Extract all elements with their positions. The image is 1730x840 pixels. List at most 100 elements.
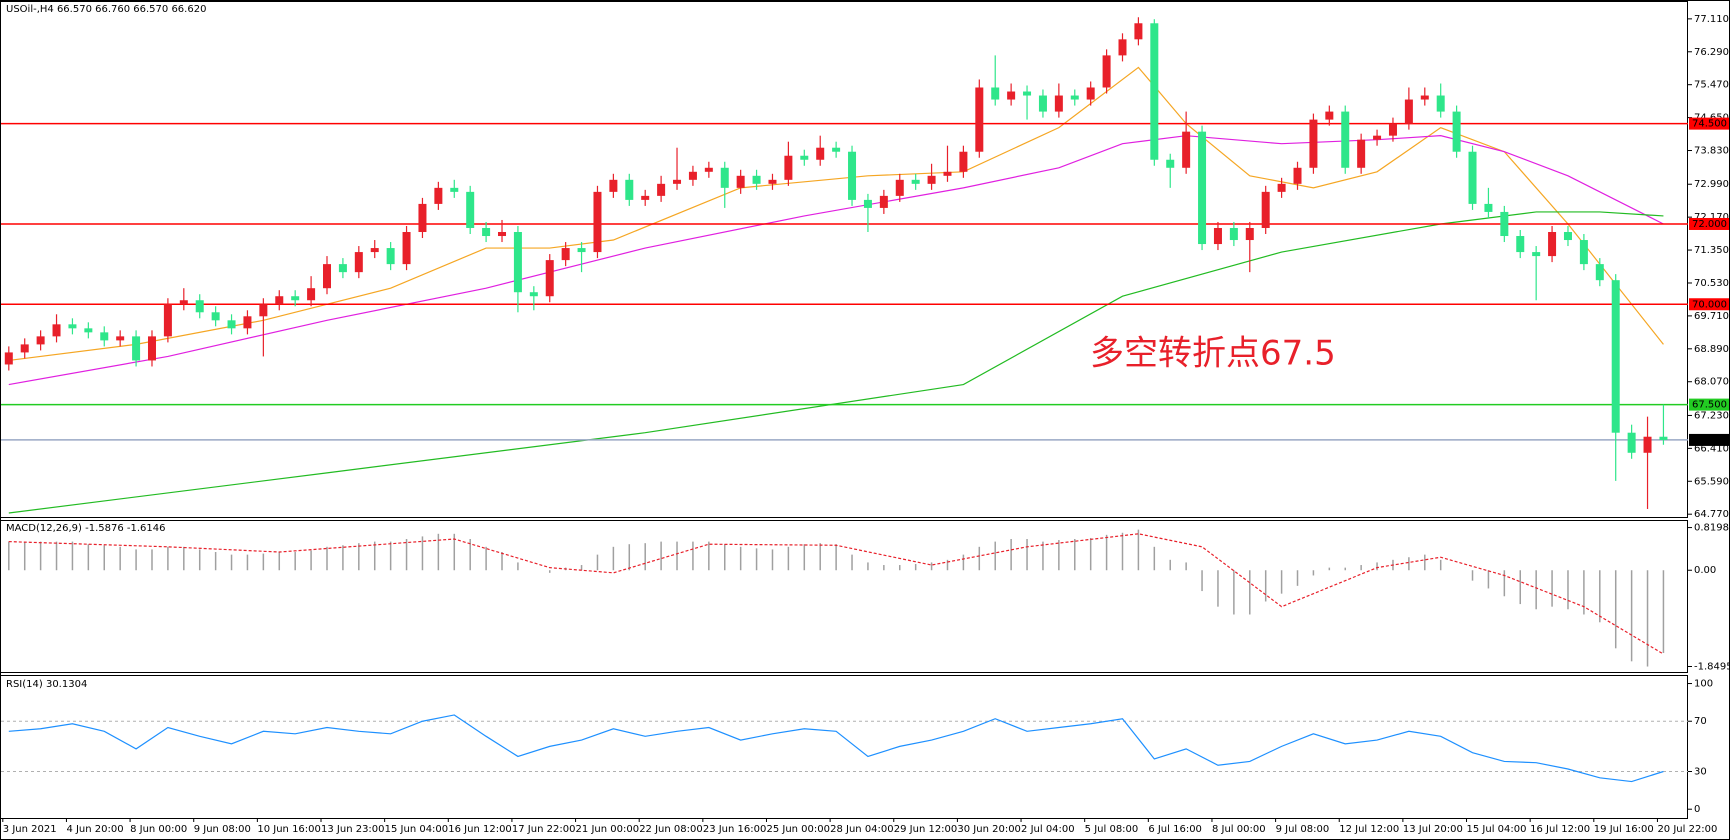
- y-tick-label: 100: [1694, 679, 1713, 690]
- candle-body: [147, 336, 156, 361]
- candle-body: [1229, 227, 1238, 241]
- x-tick-label: 4 Jun 20:00: [66, 824, 123, 835]
- candle-body: [1213, 227, 1222, 245]
- candle-body: [1388, 123, 1397, 136]
- candle-body: [959, 151, 968, 172]
- candle-body: [800, 155, 809, 160]
- y-tick-label: 64.770: [1694, 509, 1729, 520]
- candle-body: [84, 328, 93, 333]
- candle-body: [323, 264, 331, 289]
- level-label: 70.000: [1692, 299, 1727, 310]
- candle-body: [1134, 23, 1143, 40]
- candle-body: [1102, 55, 1111, 88]
- x-tick-label: 15 Jul 04:00: [1467, 824, 1527, 835]
- candle-body: [673, 179, 682, 184]
- candle-body: [1245, 227, 1254, 241]
- x-tick-label: 23 Jun 16:00: [703, 824, 767, 835]
- x-tick-label: 13 Jul 20:00: [1403, 824, 1463, 835]
- x-tick-label: 10 Jun 16:00: [257, 824, 321, 835]
- candle-body: [641, 195, 650, 200]
- annotation: 多空转折点67.5: [1090, 334, 1336, 374]
- main-panel: [0, 1, 1688, 518]
- level-label: 67.500: [1692, 400, 1727, 411]
- x-tick-label: 16 Jul 12:00: [1530, 824, 1590, 835]
- candle-body: [291, 296, 300, 301]
- candle-body: [1452, 111, 1461, 152]
- level-box: [1689, 433, 1729, 446]
- candle-body: [4, 352, 13, 365]
- y-tick-label: 30: [1694, 767, 1707, 778]
- candle-body: [1182, 131, 1191, 168]
- candle-body: [688, 171, 697, 180]
- candle-body: [1341, 111, 1350, 168]
- candle-body: [768, 179, 777, 184]
- x-tick-label: 21 Jun 00:00: [576, 824, 640, 835]
- candle-body: [36, 336, 45, 345]
- candle-body: [1484, 203, 1493, 212]
- x-tick-label: 8 Jun 00:00: [130, 824, 187, 835]
- x-tick-label: 15 Jun 04:00: [385, 824, 449, 835]
- candle-body: [1150, 23, 1159, 160]
- x-tick-label: 25 Jun 00:00: [766, 824, 830, 835]
- candle-body: [20, 344, 29, 353]
- x-tick-label: 22 Jun 08:00: [639, 824, 703, 835]
- x-tick-label: 16 Jun 12:00: [448, 824, 512, 835]
- x-tick-label: 3 Jun 2021: [3, 824, 57, 835]
- x-tick-label: 12 Jul 12:00: [1339, 824, 1399, 835]
- candle-body: [179, 300, 188, 305]
- y-tick-label: 69.710: [1694, 311, 1729, 322]
- y-tick-label: 70: [1694, 716, 1707, 727]
- candle-body: [975, 87, 984, 152]
- candle-body: [1007, 91, 1016, 100]
- candle-body: [943, 171, 952, 176]
- candle-body: [1532, 252, 1541, 257]
- candle-body: [1579, 240, 1588, 265]
- candle-body: [1325, 111, 1334, 120]
- candle-body: [52, 324, 61, 337]
- candle-body: [195, 300, 204, 313]
- level-label: 74.500: [1692, 119, 1727, 130]
- candle-body: [1516, 236, 1525, 253]
- candle-body: [1309, 119, 1318, 168]
- level-box: [1689, 298, 1729, 311]
- candle-body: [895, 179, 904, 196]
- candle-body: [1293, 167, 1302, 184]
- candle-body: [863, 199, 872, 208]
- candle-body: [100, 332, 109, 341]
- candle-body: [1500, 211, 1509, 237]
- y-tick-label: 65.590: [1694, 476, 1729, 487]
- candle-body: [418, 203, 427, 233]
- y-tick-label: 72.170: [1694, 212, 1729, 223]
- candle-body: [1436, 95, 1445, 112]
- x-tick-label: 19 Jul 16:00: [1594, 824, 1654, 835]
- candle-body: [1070, 95, 1079, 100]
- candle-body: [911, 179, 920, 184]
- candle-body: [1357, 139, 1366, 168]
- y-tick-label: 73.830: [1694, 146, 1729, 157]
- x-tick-label: 30 Jun 20:00: [957, 824, 1021, 835]
- candle-body: [625, 179, 634, 200]
- x-tick-label: 28 Jun 04:00: [830, 824, 894, 835]
- level-box: [1689, 117, 1729, 130]
- candle-body: [163, 304, 172, 337]
- candle-body: [1659, 436, 1668, 440]
- candle-body: [1404, 99, 1413, 124]
- x-tick-label: 9 Jun 08:00: [194, 824, 251, 835]
- candle-body: [211, 312, 220, 321]
- candle-body: [545, 260, 554, 297]
- macd-label: MACD(12,26,9) -1.5876 -1.6146: [6, 523, 166, 534]
- signal-line: [8, 533, 1664, 655]
- x-tick-label: 2 Jul 04:00: [1021, 824, 1075, 835]
- candle-body: [1118, 39, 1127, 56]
- x-tick-label: 13 Jun 23:00: [321, 824, 385, 835]
- moving-average: [8, 66, 1664, 362]
- candle-body: [227, 320, 236, 329]
- y-tick-label: -1.8495: [1694, 662, 1730, 673]
- candle-body: [1261, 191, 1270, 228]
- candle-body: [1166, 159, 1175, 168]
- chart-header: USOil-,H4 66.570 66.760 66.570 66.620: [6, 4, 206, 15]
- y-tick-label: 67.230: [1694, 410, 1729, 421]
- candle-body: [513, 232, 522, 293]
- macd-panel: [0, 520, 1688, 673]
